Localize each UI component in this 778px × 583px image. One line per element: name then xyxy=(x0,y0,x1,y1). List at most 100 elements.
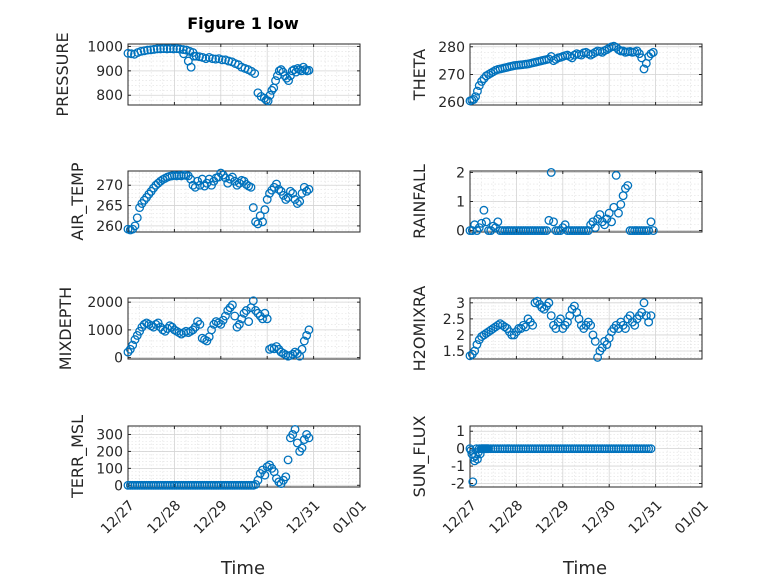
panel-air_temp: 260 265 270 AIR_TEMP xyxy=(68,162,361,241)
data-point-h2omixra xyxy=(518,320,528,330)
data-point-rainfall xyxy=(623,181,633,190)
data-point-pressure xyxy=(169,44,178,54)
data-point-rainfall xyxy=(590,223,600,233)
data-point-mixdepth xyxy=(207,325,216,335)
data-point-mixdepth xyxy=(258,314,268,324)
axes-box xyxy=(469,297,703,360)
data-point-pressure xyxy=(156,44,165,54)
data-point-mixdepth xyxy=(269,344,279,354)
data-point-theta xyxy=(648,47,658,57)
data-point-terr_msl xyxy=(292,438,302,448)
data-point-rainfall xyxy=(479,205,489,215)
y-tick-label: 100 xyxy=(96,461,123,477)
data-point-air_temp xyxy=(248,203,258,213)
data-point-rainfall xyxy=(581,226,591,235)
data-point-sun_flux xyxy=(644,444,654,454)
data-point-air_temp xyxy=(255,211,265,221)
data-point-pressure xyxy=(207,54,217,64)
y-tick-label: 200 xyxy=(96,444,123,460)
data-point-pressure xyxy=(139,46,149,56)
y-tick-label: 270 xyxy=(96,178,123,194)
data-point-pressure xyxy=(250,69,260,78)
x-tick-label: 12/29 xyxy=(191,498,231,538)
data-point-h2omixra xyxy=(556,314,565,324)
data-point-air_temp xyxy=(253,219,263,229)
series-sun_flux xyxy=(465,444,656,487)
data-point-pressure xyxy=(126,49,136,59)
data-point-mixdepth xyxy=(239,308,249,318)
data-point-terr_msl xyxy=(299,435,309,445)
data-point-rainfall xyxy=(542,226,552,235)
data-point-mixdepth xyxy=(160,326,170,336)
data-point-rainfall xyxy=(646,217,656,227)
data-point-h2omixra xyxy=(586,320,596,330)
panel-sun_flux: -2 -10 1 SUN_FLUX 12/27 12/28 12/29 12/30 12/31 0… xyxy=(410,416,712,538)
data-point-mixdepth xyxy=(297,344,307,354)
data-point-rainfall xyxy=(549,217,558,227)
data-point-rainfall xyxy=(614,208,623,218)
data-point-h2omixra xyxy=(546,311,556,321)
data-point-theta xyxy=(477,76,487,86)
data-point-mixdepth xyxy=(248,296,258,306)
series-h2omixra xyxy=(465,296,656,362)
data-point-rainfall xyxy=(539,226,549,235)
data-point-terr_msl xyxy=(297,443,307,453)
y-tick-label: 2 xyxy=(456,165,465,181)
data-point-h2omixra xyxy=(646,311,656,321)
data-point-h2omixra xyxy=(537,303,547,313)
data-point-pressure xyxy=(267,85,277,95)
data-point-rainfall xyxy=(611,170,621,180)
data-point-pressure xyxy=(274,66,284,76)
axes-box xyxy=(127,170,361,233)
y-tick-label: 265 xyxy=(96,199,123,215)
panel-pressure: 800 900 1000 PRESSURE xyxy=(53,32,361,117)
data-point-air_temp xyxy=(132,213,142,223)
data-point-terr_msl xyxy=(251,480,261,489)
y-tick-label: 260 xyxy=(438,95,465,111)
data-point-rainfall xyxy=(618,191,628,201)
data-point-mixdepth xyxy=(299,336,309,346)
data-point-rainfall xyxy=(602,214,612,224)
data-point-mixdepth xyxy=(225,303,235,313)
y-tick-label: 1 xyxy=(456,424,465,440)
data-point-mixdepth xyxy=(234,319,244,329)
data-point-theta xyxy=(472,86,482,96)
data-point-sun_flux xyxy=(641,444,651,454)
y-axis-label-h2omixra: H2OMIXRA xyxy=(410,286,429,372)
data-point-h2omixra xyxy=(528,320,538,330)
data-point-pressure xyxy=(136,46,146,56)
data-point-terr_msl xyxy=(281,472,291,482)
data-point-h2omixra xyxy=(472,340,482,350)
data-point-air_temp xyxy=(241,179,251,189)
x-tick-label: 12/29 xyxy=(533,498,573,538)
data-point-terr_msl xyxy=(262,462,272,472)
data-point-mixdepth xyxy=(195,319,205,329)
data-point-rainfall xyxy=(560,220,570,230)
x-tick-label: 12/28 xyxy=(144,498,184,538)
data-point-rainfall xyxy=(493,217,503,227)
data-point-rainfall xyxy=(604,208,614,218)
data-point-pressure xyxy=(159,44,169,54)
data-point-mixdepth xyxy=(302,330,312,340)
y-tick-label: 280 xyxy=(438,40,465,56)
data-point-air_temp xyxy=(225,174,235,184)
data-point-rainfall xyxy=(544,215,554,225)
data-point-mixdepth xyxy=(123,347,133,357)
data-point-rainfall xyxy=(586,220,596,230)
data-point-h2omixra xyxy=(590,336,600,346)
data-point-rainfall xyxy=(481,217,491,227)
data-point-mixdepth xyxy=(304,325,314,335)
data-point-air_temp xyxy=(144,189,154,199)
data-point-terr_msl xyxy=(304,433,314,443)
data-point-pressure xyxy=(304,65,314,75)
data-point-pressure xyxy=(179,49,189,59)
y-tick-label: 300 xyxy=(96,427,123,443)
data-point-rainfall xyxy=(648,226,658,235)
y-axis-label-pressure: PRESSURE xyxy=(53,32,72,116)
data-point-rainfall xyxy=(546,168,556,177)
data-point-pressure xyxy=(269,83,279,93)
